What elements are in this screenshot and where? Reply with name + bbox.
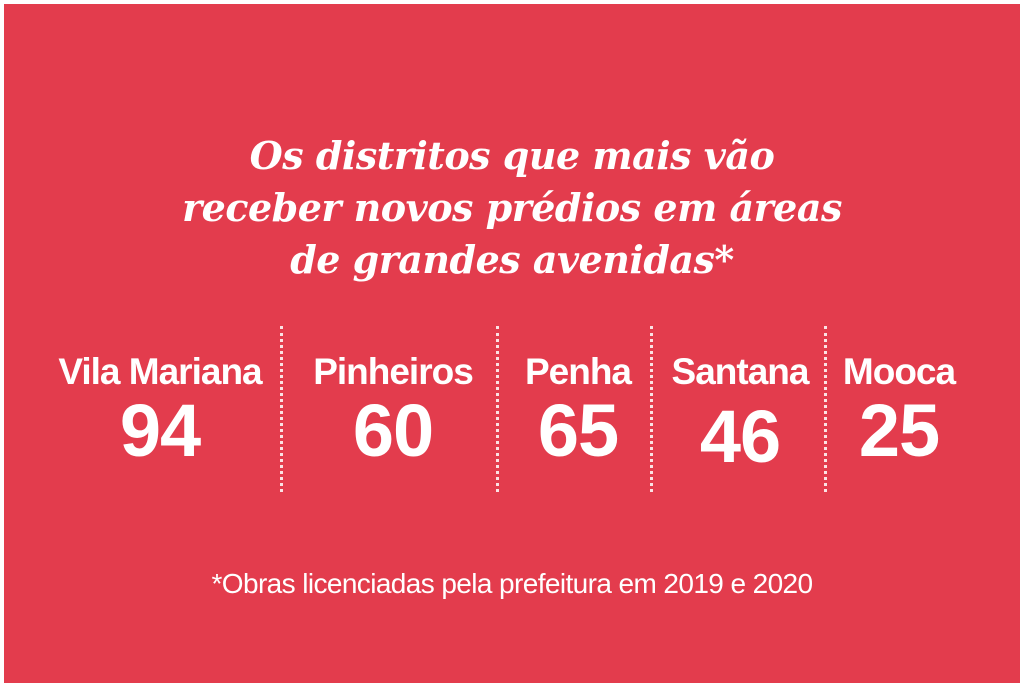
district-value: 25 [858, 389, 940, 472]
district-stats: Vila Mariana 94 Pinheiros 60 Penha 65 Sa… [4, 326, 1020, 496]
district-label: Mooca [842, 351, 956, 392]
red-panel: Os distritos que mais vão receber novos … [4, 4, 1020, 683]
stat-vila-mariana: Vila Mariana 94 [40, 326, 280, 468]
chart-title: Os distritos que mais vão receber novos … [4, 130, 1020, 286]
dotted-divider [496, 326, 499, 492]
district-value: 46 [699, 395, 781, 478]
stat-penha: Penha 65 [512, 326, 644, 468]
district-label: Santana [671, 351, 810, 392]
dotted-divider [824, 326, 827, 492]
footnote: *Obras licenciadas pela prefeitura em 20… [211, 568, 814, 599]
title-line-2: receber novos prédios em áreas [182, 185, 842, 230]
district-value: 65 [537, 389, 619, 472]
dotted-divider [280, 326, 283, 492]
district-value: 60 [352, 389, 434, 472]
title-line-3: de grandes avenidas* [290, 237, 734, 282]
stat-pinheiros: Pinheiros 60 [300, 326, 486, 468]
district-label: Vila Mariana [58, 351, 262, 392]
stat-mooca: Mooca 25 [834, 326, 964, 468]
district-value: 94 [119, 389, 201, 472]
stat-santana: Santana 46 [660, 326, 820, 474]
district-label: Pinheiros [313, 351, 474, 392]
district-label: Penha [524, 351, 632, 392]
title-line-1: Os distritos que mais vão [249, 133, 775, 178]
dotted-divider [650, 326, 653, 492]
